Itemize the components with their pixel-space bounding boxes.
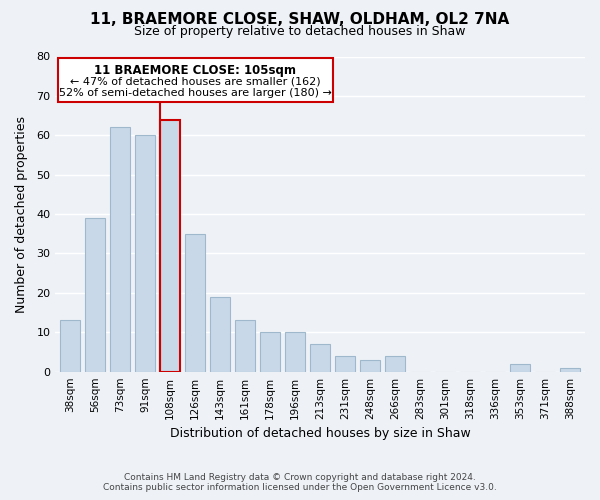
Text: ← 47% of detached houses are smaller (162): ← 47% of detached houses are smaller (16… xyxy=(70,76,320,86)
Bar xyxy=(135,136,155,372)
Bar xyxy=(85,218,105,372)
Text: Size of property relative to detached houses in Shaw: Size of property relative to detached ho… xyxy=(134,25,466,38)
Bar xyxy=(185,234,205,372)
Text: 11 BRAEMORE CLOSE: 105sqm: 11 BRAEMORE CLOSE: 105sqm xyxy=(94,64,296,76)
FancyBboxPatch shape xyxy=(58,58,332,102)
Text: 11, BRAEMORE CLOSE, SHAW, OLDHAM, OL2 7NA: 11, BRAEMORE CLOSE, SHAW, OLDHAM, OL2 7N… xyxy=(91,12,509,28)
Bar xyxy=(510,364,530,372)
Bar xyxy=(210,297,230,372)
Bar xyxy=(360,360,380,372)
Bar xyxy=(385,356,405,372)
X-axis label: Distribution of detached houses by size in Shaw: Distribution of detached houses by size … xyxy=(170,427,470,440)
Bar xyxy=(160,120,180,372)
Bar xyxy=(61,320,80,372)
Text: Contains HM Land Registry data © Crown copyright and database right 2024.
Contai: Contains HM Land Registry data © Crown c… xyxy=(103,473,497,492)
Bar xyxy=(310,344,330,372)
Bar xyxy=(260,332,280,372)
Bar xyxy=(285,332,305,372)
Bar xyxy=(110,128,130,372)
Y-axis label: Number of detached properties: Number of detached properties xyxy=(15,116,28,312)
Bar xyxy=(335,356,355,372)
Bar xyxy=(235,320,255,372)
Bar xyxy=(560,368,580,372)
Text: 52% of semi-detached houses are larger (180) →: 52% of semi-detached houses are larger (… xyxy=(59,88,332,98)
